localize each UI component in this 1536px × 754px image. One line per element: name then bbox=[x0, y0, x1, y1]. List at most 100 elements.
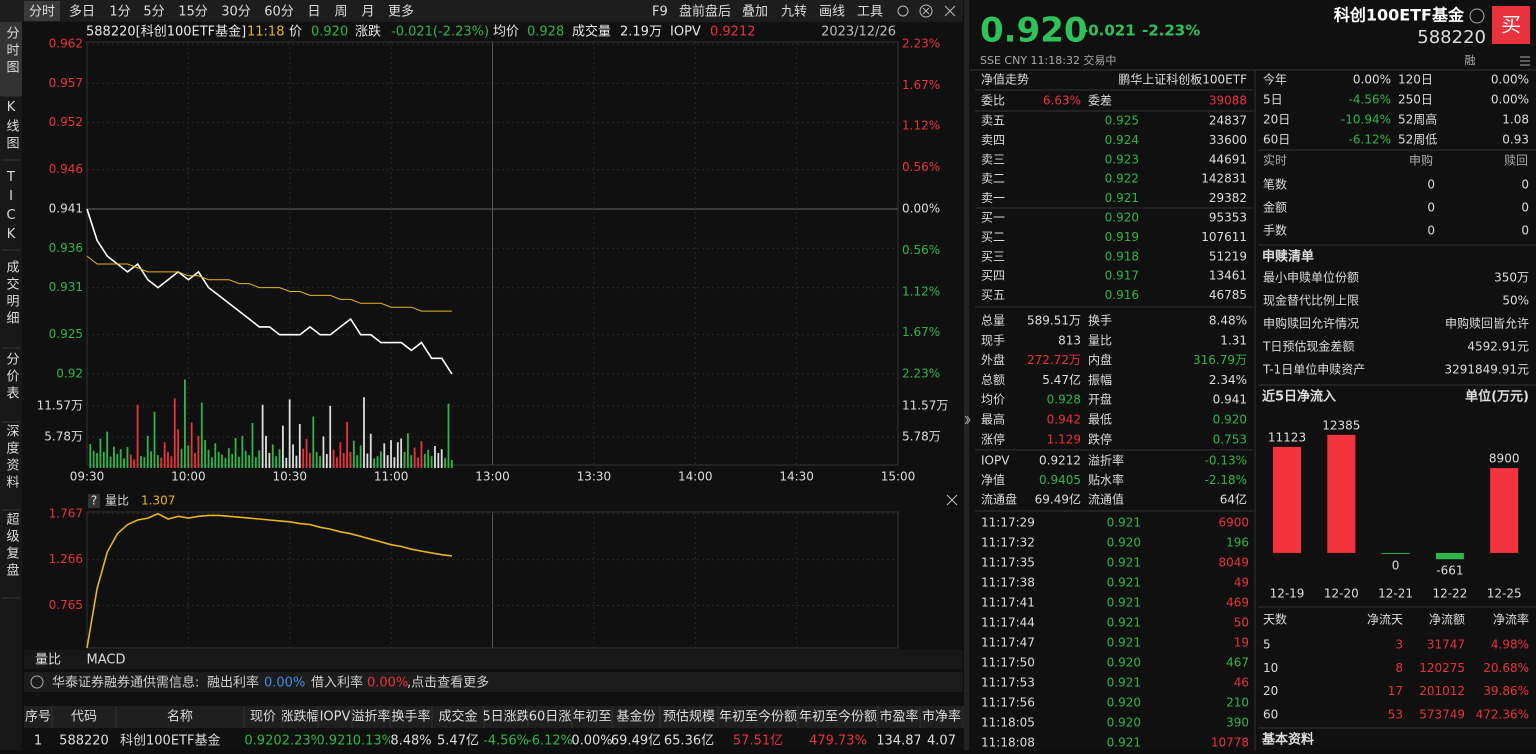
bar bbox=[1490, 468, 1519, 553]
close-circle-icon[interactable] bbox=[919, 4, 933, 18]
trade-price: 0.920 bbox=[1107, 716, 1141, 730]
cell: 序号 1 bbox=[25, 710, 51, 749]
period-tab[interactable]: 周 bbox=[334, 5, 347, 20]
collapse-icon[interactable] bbox=[964, 415, 969, 425]
field-value: 589.51万 bbox=[1027, 314, 1081, 328]
field-value: 0.9212 bbox=[1039, 454, 1081, 468]
period-tab[interactable]: 15分 bbox=[178, 5, 208, 20]
volume-bar bbox=[258, 450, 261, 468]
volume-bar bbox=[376, 456, 379, 468]
field-label: 120日 bbox=[1398, 73, 1433, 87]
y-tick-label: 0.941 bbox=[49, 202, 83, 216]
close-icon[interactable] bbox=[946, 494, 958, 688]
side-tab[interactable]: 分时图 bbox=[4, 26, 20, 77]
y-tick-label: 0.931 bbox=[49, 280, 83, 294]
realtime-cell: 0 bbox=[1427, 201, 1435, 215]
x-tick-label: 12-20 bbox=[1324, 587, 1359, 601]
book-price: 0.916 bbox=[1105, 288, 1139, 302]
volume-bar bbox=[177, 429, 180, 468]
period-tab[interactable]: 5分 bbox=[143, 5, 164, 20]
column-header: 年初至 bbox=[572, 710, 611, 725]
field-value: 0.00% bbox=[1491, 73, 1529, 87]
cell: 市盈率 134.87 bbox=[878, 709, 920, 749]
period-tab[interactable]: 30分 bbox=[221, 5, 251, 20]
period-tab[interactable]: 日 bbox=[307, 5, 320, 20]
tool-button[interactable]: 工具 bbox=[857, 5, 883, 20]
column-header: 60日涨 bbox=[529, 710, 572, 725]
period-tab[interactable]: 多日 bbox=[69, 4, 95, 20]
column-header: IOPV bbox=[320, 710, 351, 725]
volume-bar bbox=[248, 455, 250, 468]
field-label: 250日 bbox=[1398, 93, 1433, 107]
column-header: 年初至今份额 bbox=[799, 709, 877, 725]
field-value: 6.63% bbox=[1043, 94, 1081, 108]
bar bbox=[1435, 552, 1464, 560]
volume-bar bbox=[319, 456, 321, 468]
table-cell: 0.920 bbox=[244, 734, 281, 749]
period-tab[interactable]: 月 bbox=[361, 5, 374, 20]
tool-button[interactable]: 盘前盘后 bbox=[679, 4, 731, 20]
buy-button[interactable] bbox=[1492, 6, 1530, 44]
notice-text: 0.00% bbox=[264, 676, 305, 691]
bottom-tab[interactable]: MACD bbox=[87, 653, 126, 668]
volume-bar bbox=[420, 441, 423, 468]
tool-button[interactable]: 画线 bbox=[819, 5, 845, 20]
collapse-icon[interactable] bbox=[966, 415, 971, 425]
side-tab[interactable]: K线图 bbox=[4, 100, 20, 153]
settings-icon[interactable] bbox=[897, 5, 909, 17]
field-label: 今年 bbox=[1263, 72, 1287, 87]
side-tab[interactable]: 成交明细 bbox=[4, 260, 20, 328]
side-tab[interactable]: 超级复盘 bbox=[4, 512, 20, 580]
volume-bar bbox=[366, 453, 369, 468]
x-tick-label: 15:00 bbox=[881, 470, 916, 484]
table-cell: 0.00% bbox=[571, 734, 612, 749]
y2-tick-label: 0.00% bbox=[902, 202, 940, 216]
trade-volume: 46 bbox=[1234, 676, 1249, 690]
close-icon[interactable] bbox=[922, 5, 956, 17]
volume-bar bbox=[288, 399, 291, 468]
volume-bar bbox=[403, 451, 406, 468]
flow-cell: 8 bbox=[1395, 661, 1403, 675]
bottom-tab[interactable]: 量比 bbox=[35, 653, 61, 668]
volume-bar bbox=[244, 450, 247, 468]
side-tab[interactable]: TICK bbox=[4, 170, 19, 246]
volume-bar bbox=[393, 457, 396, 468]
volume-bar bbox=[241, 435, 244, 468]
y-tick-label: 1.767 bbox=[49, 506, 83, 520]
y-tick-label: 0.962 bbox=[49, 37, 83, 51]
volume-bar bbox=[309, 452, 311, 468]
volume-bar bbox=[305, 439, 308, 468]
table-cell: 8.48% bbox=[390, 734, 431, 749]
period-tab[interactable]: 更多 bbox=[388, 4, 414, 20]
volume-bar bbox=[129, 454, 132, 468]
volume-bar bbox=[413, 447, 416, 468]
trade-volume: 210 bbox=[1226, 696, 1249, 710]
volume-bar bbox=[231, 454, 234, 468]
tool-button[interactable]: 九转 bbox=[781, 5, 807, 20]
period-tab[interactable]: 分时 bbox=[29, 5, 55, 20]
field-label: 60日 bbox=[1263, 133, 1290, 147]
field-label: 外盘 bbox=[981, 352, 1005, 367]
period-tab[interactable]: 1分 bbox=[109, 5, 130, 20]
volume-bar bbox=[160, 457, 163, 468]
side-tab[interactable]: 分价表 bbox=[4, 352, 20, 403]
menu-icon[interactable] bbox=[1520, 56, 1530, 66]
trade-volume: 467 bbox=[1226, 656, 1249, 670]
margin-tag: 融 bbox=[1465, 54, 1476, 67]
section-title: 基本资料 bbox=[1261, 732, 1314, 748]
column-header: 名称 bbox=[167, 709, 193, 725]
volume-bar bbox=[211, 457, 213, 468]
flow-cell: 53 bbox=[1388, 707, 1403, 721]
x-tick-label: 09:30 bbox=[70, 470, 105, 484]
trade-volume: 50 bbox=[1234, 616, 1249, 630]
period-tab[interactable]: 60分 bbox=[264, 5, 294, 20]
tool-button[interactable]: F9 bbox=[652, 5, 668, 20]
chart-header: 11:18 bbox=[247, 25, 284, 40]
field-label: 开盘 bbox=[1088, 392, 1112, 407]
tool-button[interactable]: 叠加 bbox=[742, 5, 768, 20]
notice-bar bbox=[24, 672, 963, 692]
book-label: 卖五 bbox=[981, 114, 1005, 128]
volume-bar bbox=[251, 422, 254, 468]
side-tab[interactable]: 深度资料 bbox=[4, 424, 20, 492]
change: -0.021 bbox=[1082, 22, 1136, 40]
